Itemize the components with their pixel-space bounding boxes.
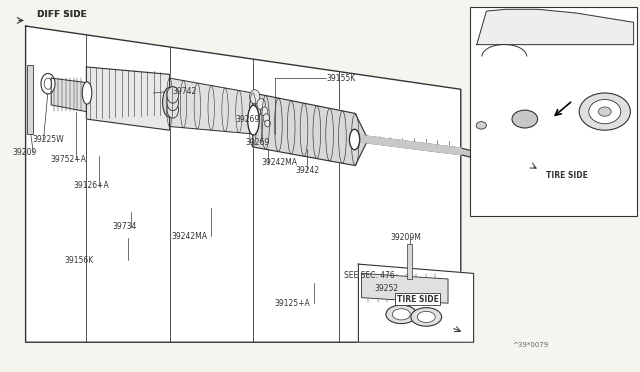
Ellipse shape <box>512 110 538 128</box>
Text: 39209: 39209 <box>13 148 37 157</box>
Polygon shape <box>362 273 448 303</box>
Text: 39209M: 39209M <box>390 233 421 242</box>
Text: 39269: 39269 <box>245 138 269 147</box>
Text: 39225W: 39225W <box>32 135 63 144</box>
Text: 39269: 39269 <box>236 115 260 124</box>
Ellipse shape <box>261 107 268 116</box>
Polygon shape <box>461 148 627 196</box>
Ellipse shape <box>392 309 410 320</box>
Text: 39252: 39252 <box>374 284 399 293</box>
Polygon shape <box>86 67 170 130</box>
Text: ^39*0079: ^39*0079 <box>512 342 548 348</box>
Ellipse shape <box>167 86 179 103</box>
Text: TIRE SIDE: TIRE SIDE <box>546 171 588 180</box>
Ellipse shape <box>163 87 177 117</box>
Polygon shape <box>253 93 368 166</box>
Ellipse shape <box>579 93 630 130</box>
Ellipse shape <box>598 107 611 116</box>
Ellipse shape <box>411 308 442 326</box>
Ellipse shape <box>417 311 435 323</box>
Text: TIRE SIDE: TIRE SIDE <box>397 295 438 304</box>
Text: 39155K: 39155K <box>326 74 356 83</box>
Polygon shape <box>355 135 461 155</box>
Ellipse shape <box>263 114 269 122</box>
Text: 39734: 39734 <box>112 222 136 231</box>
Bar <box>407 244 412 279</box>
Text: SEE SEC. 476: SEE SEC. 476 <box>344 271 395 280</box>
Text: 39242: 39242 <box>296 166 320 174</box>
Ellipse shape <box>167 94 179 111</box>
Ellipse shape <box>167 101 179 118</box>
Ellipse shape <box>589 100 621 124</box>
Ellipse shape <box>386 305 417 324</box>
Text: 39752+A: 39752+A <box>50 155 86 164</box>
Text: DIFF SIDE: DIFF SIDE <box>37 10 87 19</box>
Text: 39126+A: 39126+A <box>74 182 109 190</box>
Text: DIFF SIDE: DIFF SIDE <box>37 10 87 19</box>
Bar <box>470 7 637 216</box>
Polygon shape <box>358 264 474 342</box>
Ellipse shape <box>265 120 270 127</box>
Polygon shape <box>477 9 634 45</box>
Ellipse shape <box>257 99 266 110</box>
Text: 39742: 39742 <box>173 87 197 96</box>
Ellipse shape <box>83 82 92 104</box>
Polygon shape <box>26 26 461 342</box>
Ellipse shape <box>44 78 52 89</box>
Text: 39125+A: 39125+A <box>274 299 310 308</box>
Ellipse shape <box>476 122 486 129</box>
Text: 39242MA: 39242MA <box>261 158 297 167</box>
Ellipse shape <box>250 90 260 104</box>
Polygon shape <box>170 78 261 134</box>
Ellipse shape <box>248 105 259 135</box>
Ellipse shape <box>41 73 55 94</box>
Text: 39156K: 39156K <box>64 256 93 265</box>
Text: 39242MA: 39242MA <box>172 232 207 241</box>
Ellipse shape <box>349 129 360 150</box>
Bar <box>27 65 33 134</box>
Polygon shape <box>51 78 86 112</box>
